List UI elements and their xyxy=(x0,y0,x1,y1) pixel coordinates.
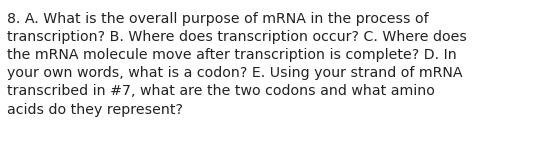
Text: 8. A. What is the overall purpose of mRNA in the process of
transcription? B. Wh: 8. A. What is the overall purpose of mRN… xyxy=(7,12,466,117)
